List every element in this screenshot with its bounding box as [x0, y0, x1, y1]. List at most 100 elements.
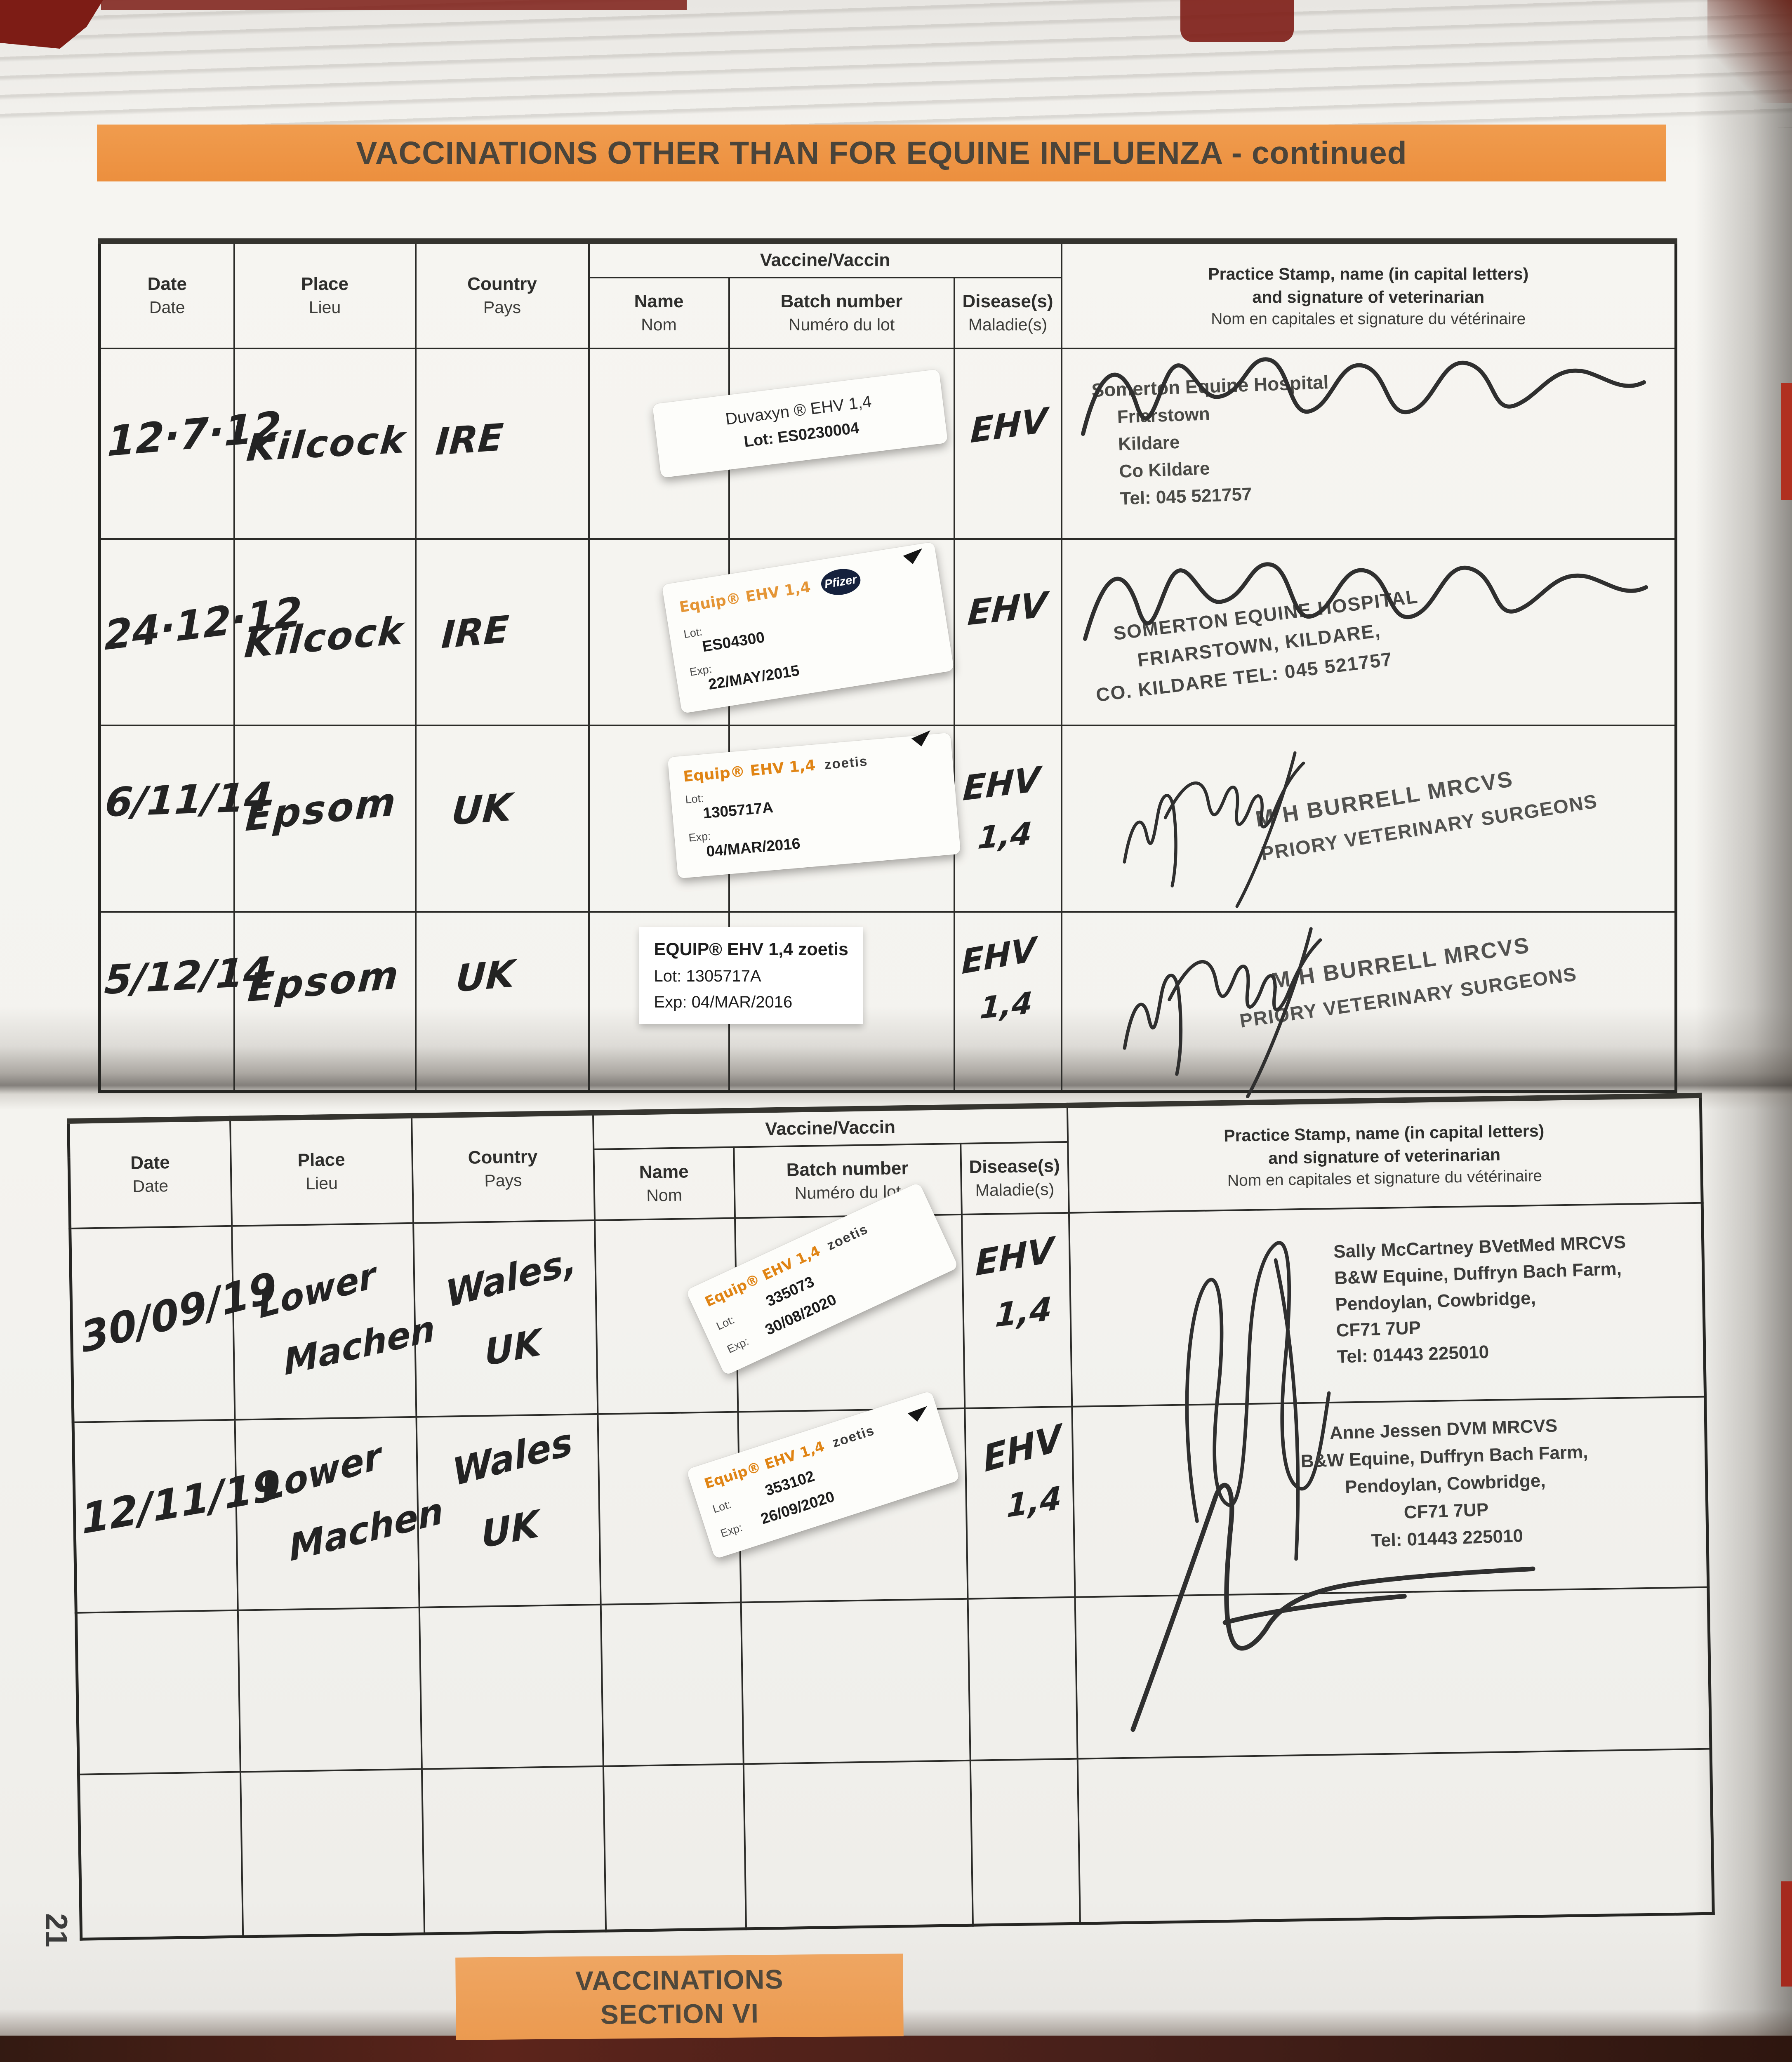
- stamp-cell: SOMERTON EQUINE HOSPITAL FRIARSTOWN, KIL…: [1060, 538, 1677, 726]
- table-row: 6/11/14 Epsom UK Equip® EHV 1,4 zoetis L…: [99, 724, 1677, 913]
- empty-cell: [240, 1769, 424, 1937]
- country-value: UK: [450, 785, 513, 833]
- disease-value: EHV: [981, 1416, 1064, 1481]
- disease-value: 1,4: [994, 1290, 1053, 1335]
- batch-cell: [728, 347, 955, 540]
- empty-cell: [741, 1598, 970, 1764]
- place-cell: Lower Machen: [231, 1223, 436, 1420]
- stamp-cell: M H BURRELL MRCVS PRIORY VETERINARY SURG…: [1060, 724, 1677, 913]
- cover-red-mark: [1781, 383, 1792, 500]
- empty-cell: [600, 1602, 744, 1766]
- header-cell-name: Name Nom: [588, 276, 730, 349]
- place-cell: Epsom: [233, 724, 417, 913]
- footer-line: VACCINATIONS: [575, 1963, 784, 1996]
- page-number: 21: [39, 1913, 74, 1947]
- disease-cell: EHV 1,4: [964, 1406, 1075, 1599]
- vaccination-table-lower: Date Date Place Lieu Country Pays Vaccine/V…: [67, 1092, 1715, 1941]
- disease-cell: EHV 1,4: [961, 1212, 1072, 1408]
- header-cell-practice-stamp: Practice Stamp, name (in capital letters…: [1060, 240, 1677, 349]
- practice-stamp: Sally McCartney BVetMed MRCVS B&W Equine…: [1333, 1229, 1630, 1370]
- vaccination-table-upper: Date Date Place Lieu Country Pays Vaccine/V…: [98, 238, 1678, 1098]
- signature: [1083, 562, 1648, 641]
- table-row: 12·7·12 Kilcock IRE Duvaxyn ® EHV 1,4 Lo…: [99, 347, 1677, 540]
- cover-red-mark: [1781, 1881, 1792, 1987]
- lot-label: Lot:: [684, 791, 704, 806]
- empty-cell: [1075, 1587, 1711, 1759]
- stamp-cell: M H BURRELL MRCVS PRIORY VETERINARY SURG…: [1060, 911, 1677, 1098]
- vaccine-name-cell: EQUIP® EHV 1,4 zoetis Lot: 1305717A Exp:…: [588, 911, 863, 1092]
- country-cell: UK: [414, 724, 590, 913]
- date-cell: 24·12·12: [99, 538, 303, 726]
- batch-cell: [728, 724, 955, 913]
- place-cell: Kilcock: [233, 538, 417, 726]
- header-cell-vaccine-group: Vaccine/Vaccin: [588, 240, 1062, 278]
- stamp-cell: Somerton Equine Hospital Friarstown Kild…: [1060, 347, 1677, 540]
- vaccine-name-cell: Equip® EHV 1,4 Pfizer Lot: ES04300 Exp: 22…: [588, 538, 954, 726]
- vaccination-title-banner: VACCINATIONS OTHER THAN FOR EQUINE INFLU…: [97, 125, 1666, 181]
- header-cell-date: Date Date: [68, 1118, 232, 1229]
- stamp-cell: Anne Jessen DVM MRCVS B&W Equine, Duffry…: [1071, 1396, 1708, 1732]
- signature: [1185, 1240, 1331, 1561]
- empty-cell: [76, 1610, 240, 1775]
- place-cell: Epsom: [233, 911, 417, 1092]
- batch-cell: [728, 538, 955, 726]
- country-value: IRE: [434, 415, 505, 464]
- country-value: IRE: [440, 607, 510, 657]
- country-cell: IRE: [414, 347, 590, 540]
- page-title: VACCINATIONS OTHER THAN FOR EQUINE INFLU…: [356, 135, 1407, 171]
- date-cell: 5/12/14: [99, 911, 272, 1092]
- date-cell: 12/11/19: [73, 1419, 282, 1613]
- cover-bottom-band: [0, 2036, 1792, 2062]
- country-cell: Wales UK: [416, 1414, 601, 1608]
- signature: [1123, 927, 1322, 1098]
- place-value: Lower: [259, 1434, 384, 1511]
- country-value: UK: [454, 951, 516, 1001]
- scan-streaks: [0, 0, 1792, 128]
- place-value: Kilcock: [245, 418, 408, 470]
- header-cell-disease: Disease(s) Maladie(s): [960, 1142, 1069, 1215]
- disease-value: EHV: [961, 759, 1041, 809]
- signature: [1123, 751, 1305, 908]
- lot-label: Lot:: [682, 625, 703, 640]
- empty-cell: [968, 1597, 1078, 1761]
- disease-value: EHV: [969, 400, 1048, 451]
- vaccine-name-cell: Equip® EHV 1,4 zoetis Lot: 1305717A Exp: 0…: [588, 724, 961, 913]
- header-cell-name: Name Nom: [593, 1147, 735, 1220]
- signature: [1081, 357, 1646, 436]
- empty-cell: [603, 1763, 746, 1931]
- cover-red-mark: [101, 0, 687, 10]
- empty-cell: [78, 1772, 243, 1940]
- lot-label: Lot:: [711, 1497, 732, 1516]
- vaccine-name-cell: Duvaxyn ® EHV 1,4 Lot: ES0230004: [588, 347, 948, 540]
- exp-label: Exp:: [688, 829, 711, 844]
- disease-cell: EHV: [953, 347, 1062, 540]
- date-cell: 12·7·12: [99, 347, 282, 540]
- header-cell-date: Date Date: [99, 240, 235, 349]
- place-cell: Kilcock: [233, 347, 417, 540]
- header-cell-place: Place Lieu: [233, 240, 417, 349]
- empty-cell: [970, 1758, 1080, 1925]
- date-cell: 6/11/14: [99, 724, 273, 913]
- place-value: Epsom: [246, 952, 401, 1011]
- cover-red-mark: [1180, 0, 1294, 42]
- vaccine-name-cell: Equip® EHV 1,4 zoetis Lot:353102 Exp:26/…: [597, 1390, 960, 1605]
- stamp-cell: Sally McCartney BVetMed MRCVS B&W Equine…: [1069, 1203, 1705, 1561]
- header-cell-country: Country Pays: [414, 240, 590, 349]
- empty-cell: [238, 1607, 422, 1772]
- country-cell: Wales, UK: [413, 1220, 598, 1417]
- empty-cell: [1077, 1749, 1714, 1924]
- disease-value: EHV: [961, 929, 1036, 982]
- disease-value: EHV: [966, 584, 1048, 633]
- country-value: Wales,: [443, 1238, 579, 1316]
- batch-cell: [728, 911, 955, 1092]
- header-cell-disease: Disease(s) Maladie(s): [953, 276, 1062, 349]
- header-cell-country: Country Pays: [411, 1113, 595, 1223]
- table-row: 30/09/19 Lower Machen Wales, UK Equip® E…: [70, 1182, 1705, 1561]
- empty-cell: [422, 1766, 606, 1934]
- header-cell-batch: Batch number Numéro du lot: [728, 276, 955, 349]
- lot-label: Lot:: [714, 1313, 737, 1332]
- table-row: 5/12/14 Epsom UK EQUIP® EHV 1,4 zoetis L…: [99, 911, 1677, 1098]
- footer-line: SECTION VI: [600, 1998, 759, 2030]
- disease-value: 1,4: [978, 985, 1034, 1026]
